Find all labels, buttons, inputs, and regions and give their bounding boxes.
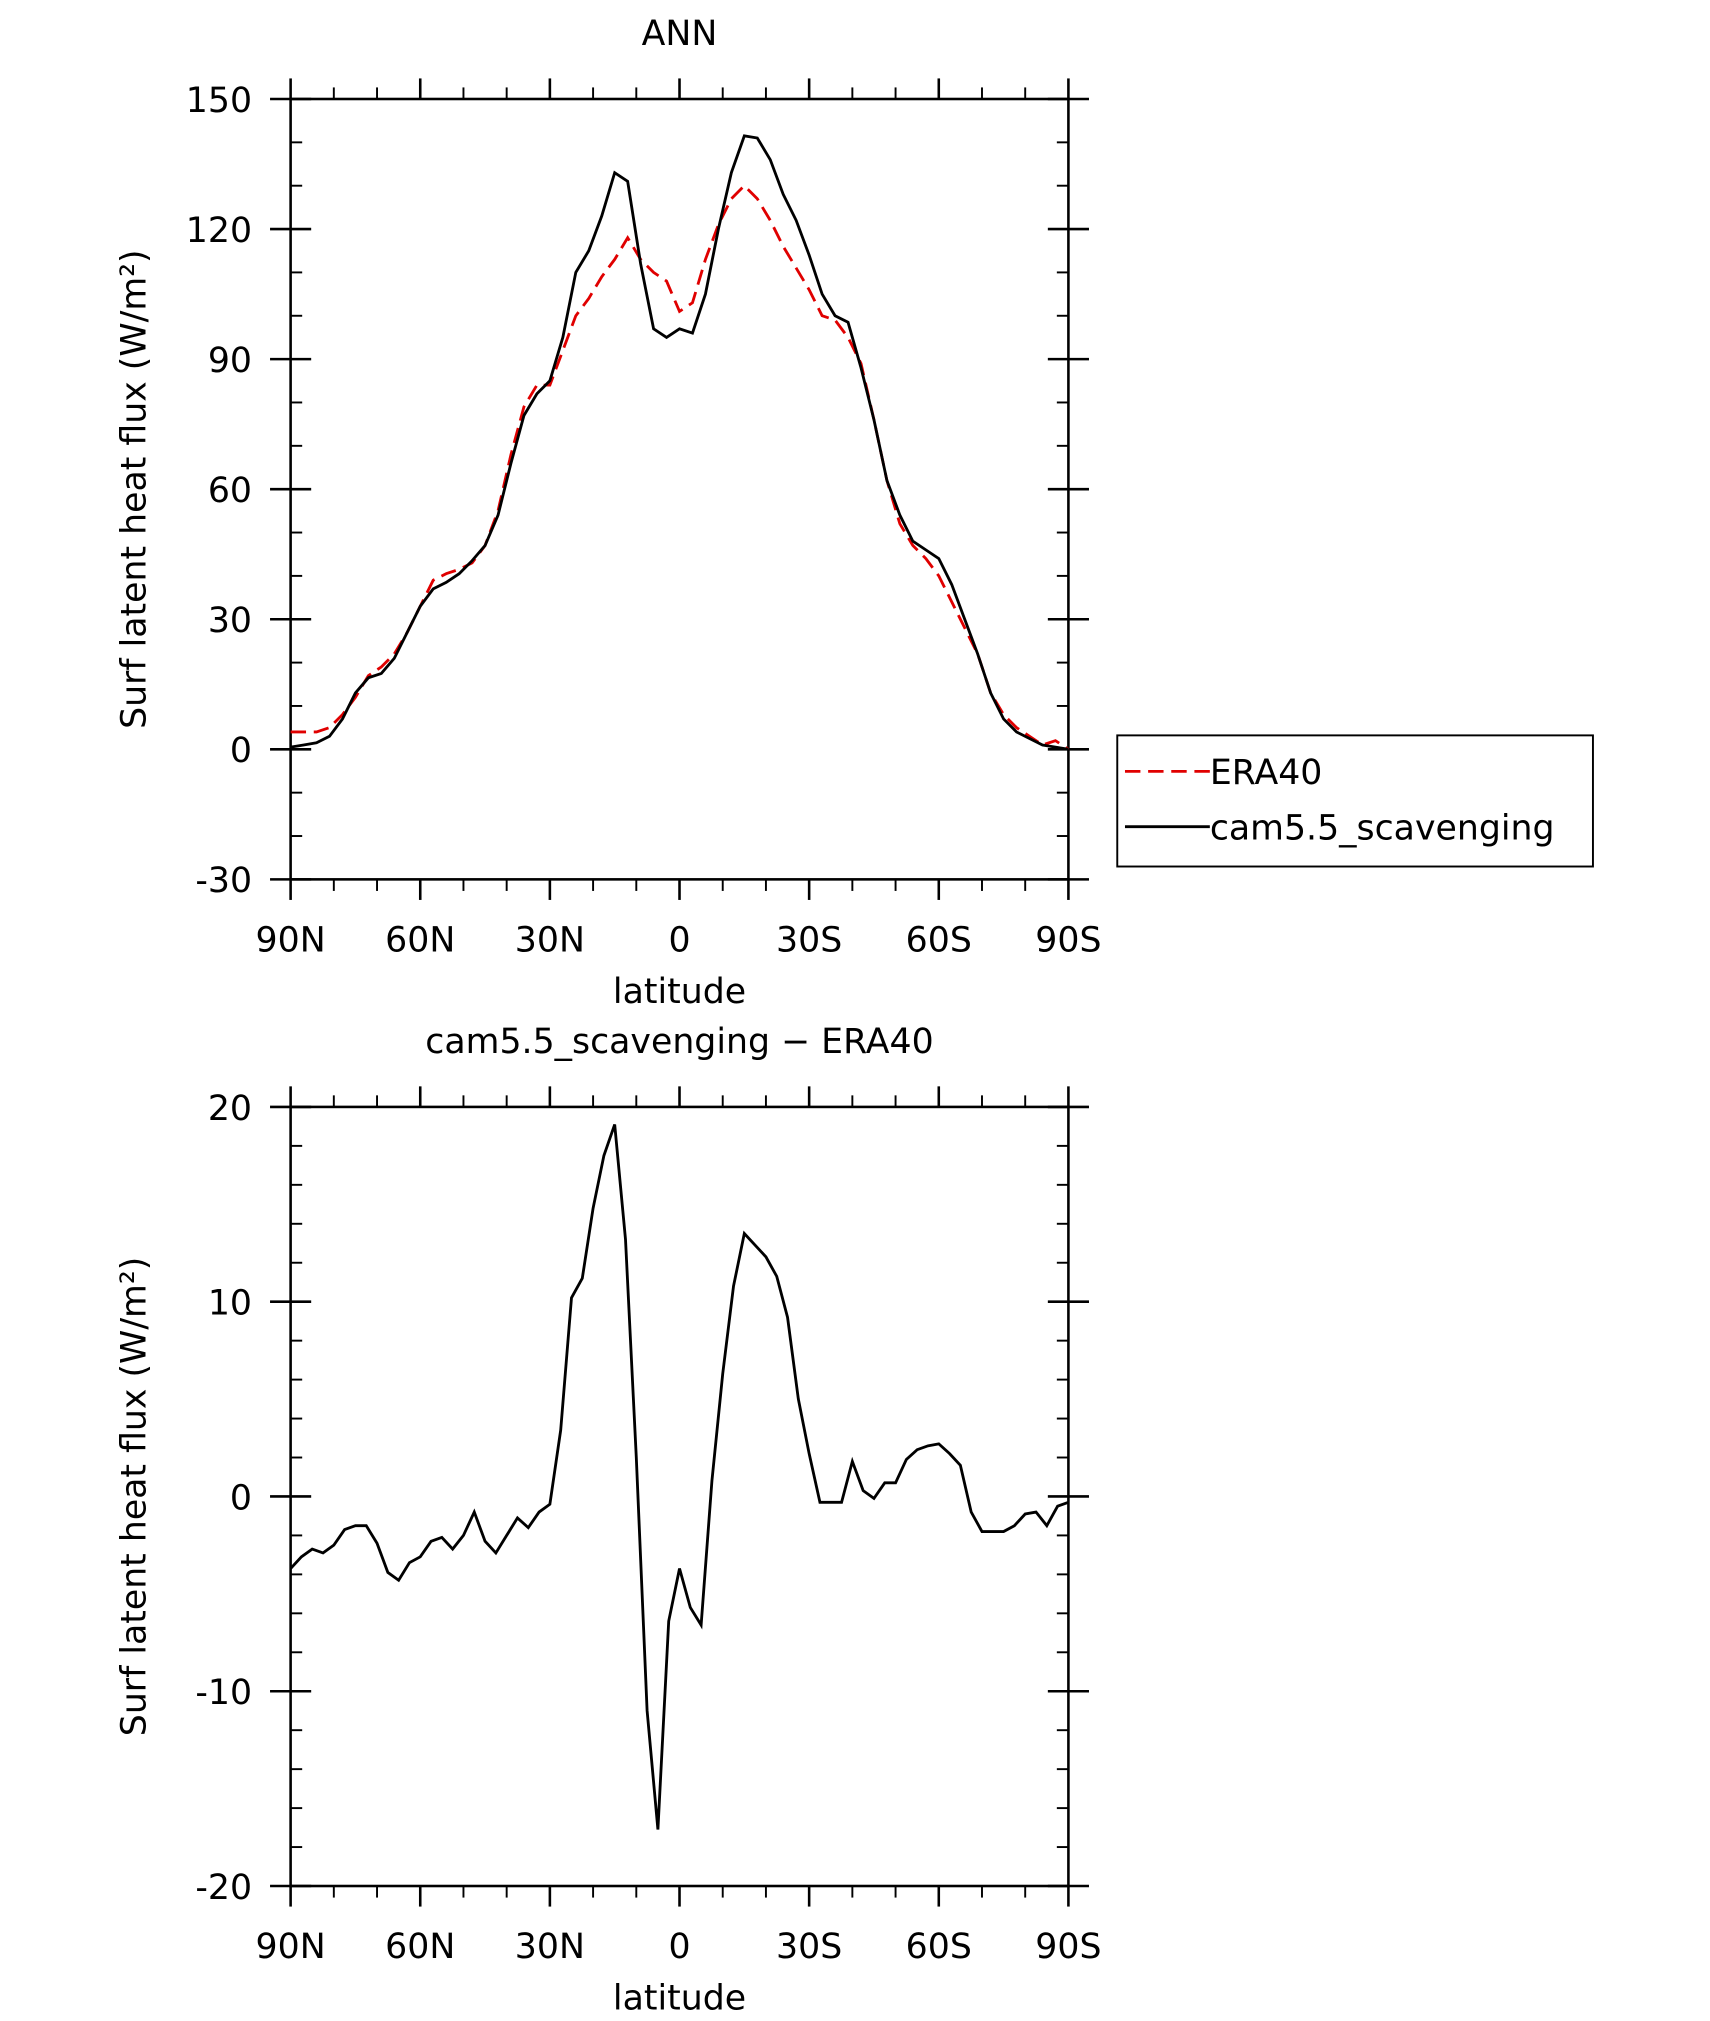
y-tick-label: 120: [186, 211, 252, 251]
y-axis-label: Surf latent heat flux (W/m²): [114, 1257, 154, 1737]
x-tick-label: 90S: [1035, 920, 1101, 960]
x-tick-label: 30S: [776, 1927, 842, 1967]
x-axis-label: latitude: [613, 972, 746, 1012]
line-series: [290, 183, 1070, 751]
y-tick-label: -10: [195, 1673, 252, 1713]
y-tick-label: 10: [208, 1284, 252, 1324]
x-tick-label: 30N: [515, 920, 585, 960]
x-tick-label: 90S: [1035, 1927, 1101, 1967]
plot-frame: [289, 1105, 1070, 1888]
x-tick-label: 60N: [385, 1927, 455, 1967]
x-tick-label: 0: [668, 920, 690, 960]
legend-label: cam5.5_scavenging: [1210, 809, 1555, 849]
legend-box: [1116, 734, 1594, 868]
line-series: [289, 1123, 1069, 1830]
x-tick-label: 90N: [256, 1927, 326, 1967]
plot-frame: [289, 97, 1070, 881]
y-tick-label: 20: [208, 1089, 252, 1129]
y-tick-label: 90: [208, 341, 252, 381]
y-axis-label: Surf latent heat flux (W/m²): [114, 249, 154, 729]
x-tick-label: 30S: [776, 920, 842, 960]
legend-label: ERA40: [1210, 753, 1323, 793]
x-tick-label: 0: [668, 1927, 690, 1967]
y-tick-label: -20: [195, 1868, 252, 1908]
chart-title: cam5.5_scavenging − ERA40: [425, 1022, 933, 1062]
y-tick-label: 60: [208, 471, 252, 511]
x-tick-label: 30N: [515, 1927, 585, 1967]
x-tick-label: 60N: [385, 920, 455, 960]
x-axis-label: latitude: [613, 1978, 746, 2018]
chart-title: ANN: [642, 14, 718, 54]
y-tick-label: -30: [195, 861, 252, 901]
y-tick-label: 30: [208, 601, 252, 641]
x-tick-label: 90N: [256, 920, 326, 960]
y-tick-label: 150: [186, 81, 252, 121]
line-series: [290, 134, 1069, 751]
y-tick-label: 0: [230, 731, 252, 771]
x-tick-label: 60S: [906, 920, 972, 960]
y-tick-label: 0: [230, 1478, 252, 1518]
x-tick-label: 60S: [906, 1927, 972, 1967]
